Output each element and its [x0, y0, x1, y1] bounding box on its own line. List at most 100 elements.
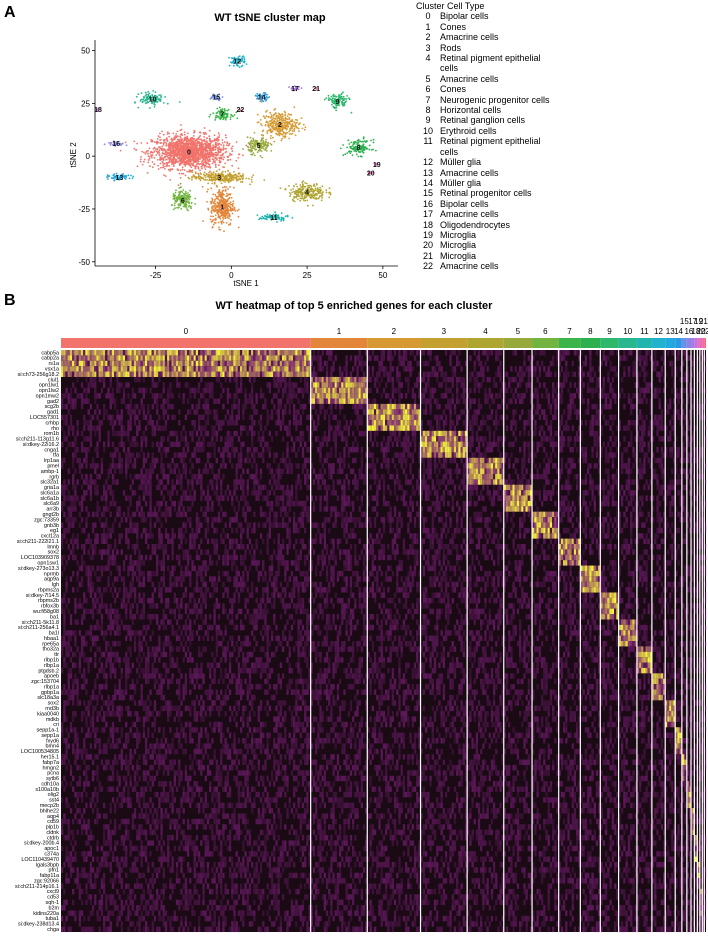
heatmap-cell [651, 360, 655, 367]
heatmap-cell [149, 360, 152, 367]
heatmap-cell [486, 350, 489, 356]
heatmap-cell [193, 360, 196, 367]
tsne-point [372, 141, 375, 144]
tsne-point [365, 146, 367, 149]
tsne-point [140, 142, 143, 144]
legend-cell-type: Amacrine cells [440, 32, 499, 43]
tsne-point [199, 169, 201, 172]
tsne-point [288, 118, 291, 120]
tsne-point [204, 140, 206, 143]
tsne-point [273, 140, 276, 143]
tsne-point [262, 137, 265, 140]
heatmap-cell [180, 355, 183, 361]
tsne-point [276, 122, 279, 125]
tsne-point [175, 196, 178, 199]
tsne-point [169, 145, 172, 148]
tsne-point [313, 183, 315, 186]
legend-row: 12 Müller glia [416, 157, 560, 167]
heatmap-cell [279, 360, 283, 367]
heatmap-cell [449, 360, 452, 367]
tsne-point [224, 118, 227, 121]
heatmap-cell [182, 350, 185, 356]
heatmap-cell [228, 371, 232, 377]
tsne-point [360, 147, 362, 149]
heatmap-cell [286, 371, 289, 377]
heatmap-cell [312, 366, 316, 372]
tsne-point [266, 132, 269, 135]
tsne-point [163, 102, 165, 104]
heatmap-cell [102, 350, 106, 356]
tsne-point [209, 144, 212, 147]
tsne-point [208, 129, 211, 132]
heatmap-cell [290, 355, 294, 361]
tsne-point [265, 95, 268, 98]
tsne-point [131, 177, 134, 180]
tsne-point [210, 155, 213, 157]
tsne-point [226, 214, 228, 216]
heatmap-cell [180, 366, 183, 372]
heatmap-cluster-bar [665, 338, 676, 348]
tsne-point [312, 196, 315, 199]
heatmap-cell [558, 371, 561, 377]
heatmap-cell [418, 350, 421, 356]
heatmap-cell [367, 371, 370, 377]
heatmap-cell [488, 350, 491, 356]
tsne-point [281, 120, 284, 122]
tsne-point [200, 149, 203, 152]
tsne-point [259, 93, 261, 95]
heatmap-cell [202, 366, 205, 372]
heatmap-cell [136, 371, 139, 377]
tsne-point [215, 151, 218, 154]
heatmap-cell [61, 360, 64, 367]
tsne-point [188, 205, 190, 208]
heatmap-cell [275, 376, 278, 383]
heatmap-cell [645, 360, 648, 367]
heatmap-cell [96, 371, 99, 377]
tsne-point [209, 170, 212, 173]
heatmap-cell [151, 366, 154, 372]
tsne-point [181, 172, 183, 175]
heatmap-cell [120, 350, 123, 356]
heatmap-cell [523, 360, 526, 367]
tsne-point [238, 172, 240, 175]
tsne-point [249, 146, 252, 149]
tsne-point [196, 142, 198, 145]
legend-cell-type: Retinal progenitor cells [440, 188, 532, 199]
heatmap-cell [373, 355, 377, 361]
tsne-point [302, 187, 305, 190]
tsne-point [295, 183, 297, 186]
tsne-point [270, 117, 272, 119]
heatmap-cell [328, 350, 331, 356]
tsne-point [198, 145, 201, 148]
tsne-point [268, 96, 271, 98]
heatmap-cell [107, 355, 110, 361]
tsne-point [159, 158, 161, 161]
tsne-point [256, 151, 259, 154]
tsne-point [314, 192, 317, 195]
heatmap-cell [153, 366, 157, 372]
heatmap-cell [244, 360, 247, 367]
heatmap-cell [420, 350, 423, 356]
tsne-point [230, 219, 232, 221]
tsne-point [188, 143, 191, 145]
heatmap-cell [556, 350, 559, 356]
tsne-point [301, 185, 304, 188]
tsne-point [237, 178, 240, 181]
tsne-point [153, 141, 156, 143]
tsne-point [269, 128, 272, 131]
tsne-point [170, 150, 172, 153]
heatmap-cell [67, 371, 70, 377]
tsne-point [270, 143, 273, 146]
tsne-point [239, 181, 242, 183]
tsne-point [229, 208, 232, 211]
tsne-point [188, 160, 191, 163]
tsne-point [304, 185, 307, 188]
tsne-point [194, 172, 197, 175]
tsne-point [179, 164, 181, 167]
tsne-point [202, 173, 205, 176]
heatmap-cluster-bar [600, 338, 619, 348]
tsne-point [199, 153, 202, 156]
heatmap-cell [197, 371, 201, 377]
heatmap-cell [411, 350, 414, 356]
heatmap-cell [264, 360, 267, 367]
